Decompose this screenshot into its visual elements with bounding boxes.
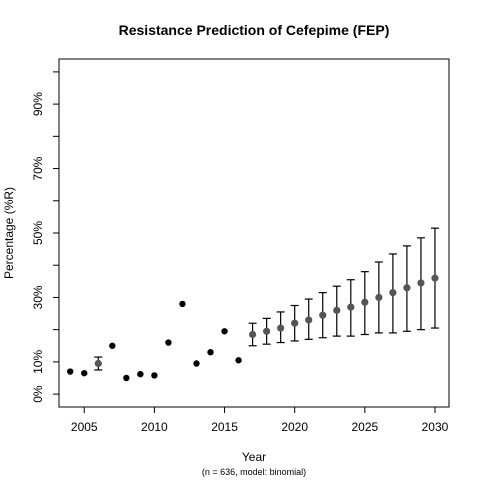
predicted-point	[431, 274, 439, 282]
observed-point-with-error	[94, 359, 102, 368]
x-tick-label: 2030	[422, 420, 449, 434]
y-axis-label: Percentage (%R)	[2, 187, 16, 279]
predicted-point	[361, 298, 369, 306]
observed-point	[207, 349, 214, 356]
y-tick-label: 70%	[31, 156, 45, 180]
predicted-point	[403, 284, 411, 292]
x-axis-label: Year	[242, 450, 266, 464]
predicted-point	[333, 306, 341, 314]
observed-point	[179, 300, 186, 308]
y-tick-label: 50%	[31, 221, 45, 245]
predicted-point	[417, 279, 425, 287]
observed-point	[81, 369, 88, 377]
chart-title: Resistance Prediction of Cefepime (FEP)	[119, 22, 390, 38]
observed-point	[235, 357, 242, 364]
x-axis: 2005 2010 2015 2020 2025 2030	[71, 407, 449, 434]
observed-point	[221, 328, 228, 335]
y-tick-label: 0%	[31, 385, 45, 403]
observed-point	[193, 360, 200, 367]
observed-point	[137, 370, 144, 378]
predicted-point	[248, 330, 257, 339]
observed-point	[109, 342, 116, 349]
data-points	[67, 274, 439, 382]
observed-point	[123, 374, 130, 382]
observed-point	[165, 339, 172, 346]
observed-point	[151, 372, 158, 379]
x-tick-label: 2010	[141, 420, 168, 434]
x-tick-label: 2020	[281, 420, 308, 434]
predicted-point	[291, 319, 299, 327]
predicted-point	[319, 311, 327, 319]
predicted-point	[347, 303, 355, 311]
x-tick-label: 2005	[71, 420, 98, 434]
y-tick-label: 10%	[31, 350, 45, 374]
y-tick-label: 90%	[31, 92, 45, 116]
chart-subtitle: (n = 636, model: binomial)	[202, 467, 306, 477]
predicted-point	[263, 327, 271, 335]
x-tick-label: 2015	[211, 420, 238, 434]
predicted-point	[277, 324, 285, 332]
observed-point	[67, 368, 74, 375]
predicted-point	[389, 289, 397, 297]
predicted-point	[305, 316, 313, 324]
x-tick-label: 2025	[351, 420, 378, 434]
predicted-point	[375, 293, 383, 302]
y-tick-label: 30%	[31, 285, 45, 309]
y-axis: 0% 10% 30% 50% 70% 90%	[31, 71, 59, 403]
